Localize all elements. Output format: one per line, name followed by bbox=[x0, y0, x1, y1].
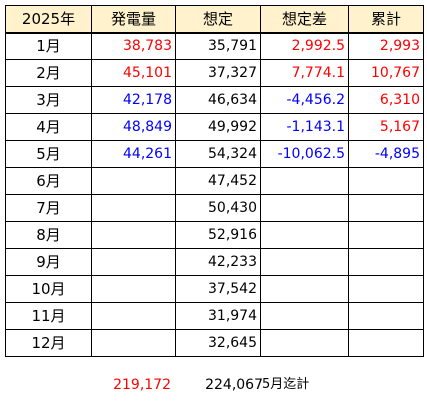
cell-cumulative[interactable] bbox=[348, 302, 424, 330]
cell-expected[interactable]: 32,645 bbox=[175, 329, 261, 357]
cell-generation[interactable] bbox=[91, 275, 176, 303]
cell-cumulative[interactable] bbox=[348, 329, 424, 357]
cell-month[interactable]: 11月 bbox=[5, 302, 92, 330]
table-row: 4月 48,849 49,992 -1,143.1 5,167 bbox=[5, 113, 424, 141]
table-row: 12月 32,645 bbox=[5, 329, 424, 357]
cell-generation[interactable]: 42,178 bbox=[91, 86, 176, 114]
cell-cumulative[interactable] bbox=[348, 221, 424, 249]
cell-month[interactable]: 8月 bbox=[5, 221, 92, 249]
cell-expected[interactable]: 49,992 bbox=[175, 113, 261, 141]
table-row: 1月 38,783 35,791 2,992.5 2,993 bbox=[5, 32, 424, 60]
table-row: 9月 42,233 bbox=[5, 248, 424, 276]
cell-cumulative[interactable]: 5,167 bbox=[348, 113, 424, 141]
header-year[interactable]: 2025年 bbox=[5, 5, 92, 34]
cell-difference[interactable]: -10,062.5 bbox=[260, 140, 349, 168]
cell-cumulative[interactable] bbox=[348, 194, 424, 222]
table-body: 1月 38,783 35,791 2,992.5 2,993 2月 45,101 37,327… bbox=[5, 32, 424, 357]
cell-difference[interactable] bbox=[260, 329, 349, 357]
cell-difference[interactable]: -1,143.1 bbox=[260, 113, 349, 141]
cell-expected[interactable]: 31,974 bbox=[175, 302, 261, 330]
header-row: 2025年 発電量 想定 想定差 累計 bbox=[5, 5, 424, 34]
table-row: 8月 52,916 bbox=[5, 221, 424, 249]
cell-month[interactable]: 2月 bbox=[5, 59, 92, 87]
cell-generation[interactable] bbox=[91, 302, 176, 330]
generation-table: 2025年 発電量 想定 想定差 累計 1月 38,783 35,791 2,992.… bbox=[5, 5, 424, 357]
total-generation[interactable]: 219,172 bbox=[113, 377, 171, 393]
cell-difference[interactable]: 7,774.1 bbox=[260, 59, 349, 87]
cell-generation[interactable] bbox=[91, 194, 176, 222]
cell-expected[interactable]: 52,916 bbox=[175, 221, 261, 249]
cell-difference[interactable] bbox=[260, 248, 349, 276]
cell-difference[interactable] bbox=[260, 194, 349, 222]
cell-cumulative[interactable] bbox=[348, 275, 424, 303]
cell-month[interactable]: 5月 bbox=[5, 140, 92, 168]
header-generation[interactable]: 発電量 bbox=[91, 5, 176, 34]
cell-month[interactable]: 10月 bbox=[5, 275, 92, 303]
cell-generation[interactable]: 38,783 bbox=[91, 32, 176, 60]
cell-cumulative[interactable]: -4,895 bbox=[348, 140, 424, 168]
header-cumulative[interactable]: 累計 bbox=[348, 5, 424, 34]
cell-difference[interactable] bbox=[260, 221, 349, 249]
cell-generation[interactable]: 44,261 bbox=[91, 140, 176, 168]
cell-difference[interactable] bbox=[260, 275, 349, 303]
cell-generation[interactable] bbox=[91, 167, 176, 195]
header-difference[interactable]: 想定差 bbox=[260, 5, 349, 34]
cell-cumulative[interactable]: 2,993 bbox=[348, 32, 424, 60]
table-row: 2月 45,101 37,327 7,774.1 10,767 bbox=[5, 59, 424, 87]
cell-generation[interactable]: 45,101 bbox=[91, 59, 176, 87]
cell-expected[interactable]: 47,452 bbox=[175, 167, 261, 195]
cell-cumulative[interactable]: 10,767 bbox=[348, 59, 424, 87]
cell-generation[interactable] bbox=[91, 329, 176, 357]
cell-difference[interactable] bbox=[260, 302, 349, 330]
table-row: 10月 37,542 bbox=[5, 275, 424, 303]
table-row: 6月 47,452 bbox=[5, 167, 424, 195]
cell-cumulative[interactable] bbox=[348, 248, 424, 276]
totals-row: 219,172 224,067 5月迄計 bbox=[0, 373, 427, 397]
cell-expected[interactable]: 37,327 bbox=[175, 59, 261, 87]
cell-generation[interactable]: 48,849 bbox=[91, 113, 176, 141]
cell-cumulative[interactable] bbox=[348, 167, 424, 195]
cell-cumulative[interactable]: 6,310 bbox=[348, 86, 424, 114]
cell-difference[interactable]: 2,992.5 bbox=[260, 32, 349, 60]
total-expected[interactable]: 224,067 bbox=[205, 377, 263, 393]
cell-month[interactable]: 1月 bbox=[5, 32, 92, 60]
table-row: 11月 31,974 bbox=[5, 302, 424, 330]
table-row: 3月 42,178 46,634 -4,456.2 6,310 bbox=[5, 86, 424, 114]
total-note[interactable]: 5月迄計 bbox=[262, 377, 310, 392]
cell-expected[interactable]: 46,634 bbox=[175, 86, 261, 114]
cell-generation[interactable] bbox=[91, 248, 176, 276]
cell-month[interactable]: 7月 bbox=[5, 194, 92, 222]
cell-expected[interactable]: 42,233 bbox=[175, 248, 261, 276]
cell-expected[interactable]: 54,324 bbox=[175, 140, 261, 168]
cell-month[interactable]: 9月 bbox=[5, 248, 92, 276]
cell-generation[interactable] bbox=[91, 221, 176, 249]
table-row: 7月 50,430 bbox=[5, 194, 424, 222]
cell-difference[interactable]: -4,456.2 bbox=[260, 86, 349, 114]
cell-month[interactable]: 6月 bbox=[5, 167, 92, 195]
cell-month[interactable]: 4月 bbox=[5, 113, 92, 141]
header-expected[interactable]: 想定 bbox=[175, 5, 261, 34]
cell-expected[interactable]: 35,791 bbox=[175, 32, 261, 60]
cell-month[interactable]: 12月 bbox=[5, 329, 92, 357]
cell-expected[interactable]: 50,430 bbox=[175, 194, 261, 222]
cell-difference[interactable] bbox=[260, 167, 349, 195]
cell-expected[interactable]: 37,542 bbox=[175, 275, 261, 303]
table-row: 5月 44,261 54,324 -10,062.5 -4,895 bbox=[5, 140, 424, 168]
cell-month[interactable]: 3月 bbox=[5, 86, 92, 114]
